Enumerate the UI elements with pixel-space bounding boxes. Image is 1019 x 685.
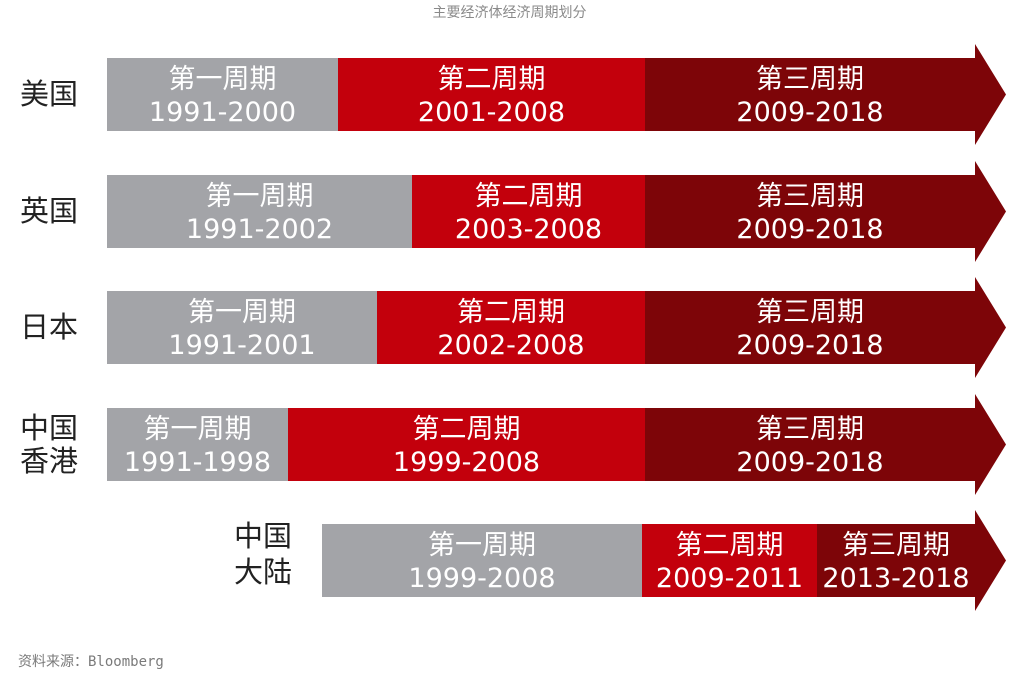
period-range: 2001-2008: [418, 97, 565, 128]
period-label: 第二周期: [438, 64, 546, 95]
period-2-bar: [288, 408, 645, 481]
period-label: 第三周期: [756, 414, 864, 445]
period-2-bar: [412, 175, 645, 248]
row-label: 中国: [234, 519, 292, 553]
row-label: 香港: [20, 444, 78, 478]
period-1-bar: [107, 175, 412, 248]
period-2-bar: [377, 291, 645, 364]
period-range: 1991-1998: [124, 447, 271, 478]
period-label: 第一周期: [169, 64, 277, 95]
period-1-bar: [322, 524, 642, 597]
period-range: 2002-2008: [437, 330, 584, 361]
row-label: 日本: [20, 310, 78, 344]
period-3-arrow-bar: [645, 277, 1006, 378]
period-label: 第一周期: [428, 530, 536, 561]
period-range: 2009-2018: [736, 97, 883, 128]
row-label: 英国: [20, 194, 78, 228]
period-label: 第一周期: [188, 297, 296, 328]
period-label: 第二周期: [676, 530, 784, 561]
period-range: 1991-2001: [168, 330, 315, 361]
period-range: 2009-2018: [736, 330, 883, 361]
period-range: 2003-2008: [455, 214, 602, 245]
period-range: 1991-2000: [149, 97, 296, 128]
period-range: 2013-2018: [822, 563, 969, 594]
period-1-bar: [107, 58, 338, 131]
period-label: 第二周期: [413, 414, 521, 445]
period-range: 1999-2008: [408, 563, 555, 594]
period-label: 第一周期: [206, 181, 314, 212]
period-2-bar: [642, 524, 817, 597]
period-range: 2009-2018: [736, 447, 883, 478]
row-label: 大陆: [234, 555, 292, 589]
period-range: 2009-2011: [656, 563, 803, 594]
row-label: 美国: [20, 77, 78, 111]
period-label: 第三周期: [842, 530, 950, 561]
period-range: 2009-2018: [736, 214, 883, 245]
period-label: 第一周期: [144, 414, 252, 445]
chart-title: 主要经济体经济周期划分: [432, 5, 587, 21]
period-label: 第三周期: [756, 64, 864, 95]
period-3-arrow-bar: [817, 510, 1006, 611]
period-2-bar: [338, 58, 645, 131]
period-1-bar: [107, 408, 288, 481]
period-label: 第二周期: [475, 181, 583, 212]
period-label: 第三周期: [756, 297, 864, 328]
period-3-arrow-bar: [645, 394, 1006, 495]
period-3-arrow-bar: [645, 44, 1006, 145]
period-3-arrow-bar: [645, 161, 1006, 262]
period-label: 第三周期: [756, 181, 864, 212]
row-label: 中国: [20, 411, 78, 445]
source-note: 资料来源：Bloomberg: [18, 654, 164, 670]
period-range: 1991-2002: [186, 214, 333, 245]
period-label: 第二周期: [457, 297, 565, 328]
period-range: 1999-2008: [393, 447, 540, 478]
period-1-bar: [107, 291, 377, 364]
